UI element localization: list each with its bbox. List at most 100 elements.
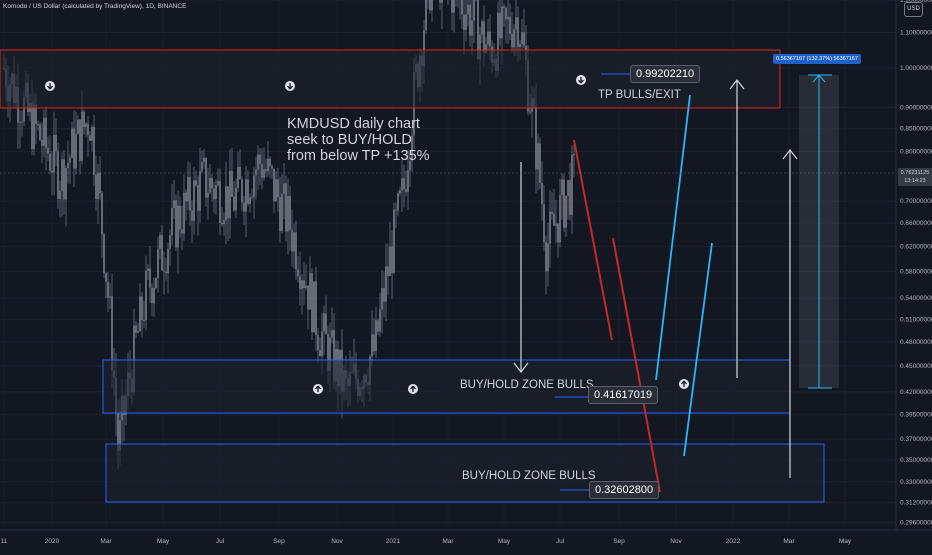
candle-body — [135, 325, 137, 333]
candle-body — [565, 195, 567, 228]
candle-body — [177, 205, 179, 248]
measure-label[interactable]: 0.56367167 (132.37%) 56367167 — [773, 54, 861, 64]
candle-body — [507, 16, 509, 20]
candle-body — [539, 143, 541, 183]
candle-body — [77, 119, 79, 134]
up-arrow-icon[interactable] — [729, 79, 745, 378]
candle-body — [35, 104, 37, 125]
candle-body — [185, 192, 187, 202]
sell-marker-icon[interactable] — [45, 81, 55, 91]
zone1-price-tag[interactable]: 0.41617019 — [588, 386, 659, 404]
candle-body — [305, 285, 307, 288]
x-tick-label: Mar — [100, 538, 112, 545]
red-trend-line[interactable] — [612, 237, 661, 493]
candle-body — [49, 154, 51, 171]
candle-body — [439, 0, 441, 3]
candle-body — [201, 161, 203, 172]
candle-body — [273, 168, 275, 202]
candle-body — [377, 320, 379, 332]
candle-body — [251, 196, 253, 198]
candle-body — [191, 210, 193, 221]
candle-body — [559, 195, 561, 243]
candle-body — [573, 154, 575, 156]
candle-body — [233, 196, 235, 211]
candle-body — [313, 281, 315, 333]
x-tick-label: Jul — [556, 538, 565, 545]
candle-body — [263, 169, 265, 178]
candle-body — [197, 185, 199, 211]
candle-body — [255, 169, 257, 176]
cyan-trend-line[interactable] — [683, 242, 713, 457]
candle-body — [547, 243, 549, 272]
buy-marker-icon[interactable] — [408, 384, 418, 394]
x-tick-label: May — [839, 538, 852, 545]
x-tick-label: Nov — [331, 538, 343, 545]
candle-body — [329, 337, 331, 371]
last-price-badge[interactable]: 0.76231125 13:14:23 — [898, 168, 932, 186]
candle-body — [243, 202, 245, 212]
candle-body — [489, 31, 491, 47]
sell-marker-icon[interactable] — [285, 81, 295, 91]
candle-body — [231, 170, 233, 197]
candle-body — [563, 179, 565, 228]
candle-body — [411, 135, 413, 161]
candle-body — [83, 111, 85, 128]
y-tick-label: 0.45000000 — [900, 363, 932, 370]
y-tick-label: 0.90000000 — [900, 104, 932, 111]
candle-body — [219, 181, 221, 224]
price-range-measure[interactable] — [799, 74, 839, 389]
candle-body — [203, 158, 205, 162]
candle-body — [73, 128, 75, 169]
candle-body — [545, 242, 547, 272]
candle-body — [465, 14, 467, 31]
candle-body — [295, 232, 297, 270]
sell-marker-icon[interactable] — [576, 75, 586, 85]
candle-body — [441, 0, 443, 3]
candle-body — [225, 186, 227, 221]
buy-zone-2-label: BUY/HOLD ZONE BULLS — [462, 470, 596, 482]
candle-body — [67, 162, 69, 168]
buy-marker-icon[interactable] — [313, 384, 323, 394]
x-tick-label: Jul — [216, 538, 225, 545]
buy-marker-icon[interactable] — [679, 379, 689, 389]
candle-body — [157, 248, 159, 278]
candle-body — [53, 135, 55, 173]
red-trend-line[interactable] — [573, 139, 613, 341]
tp-price-tag[interactable]: 0.99202210 — [630, 65, 701, 83]
candle-body — [175, 200, 177, 248]
candle-body — [469, 4, 471, 36]
down-arrow-icon[interactable] — [513, 162, 529, 373]
candle-body — [209, 178, 211, 193]
candle-body — [59, 190, 61, 200]
candle-body — [401, 178, 403, 191]
currency-badge[interactable]: USD — [904, 2, 923, 17]
candle-body — [571, 154, 573, 215]
zone2-price-tag[interactable]: 0.32602800 — [589, 481, 660, 499]
candle-body — [89, 135, 91, 141]
buy-zone-2-box[interactable] — [105, 443, 825, 503]
candle-body — [133, 325, 135, 393]
candle-body — [151, 287, 153, 304]
candle-body — [549, 211, 551, 244]
candle-body — [143, 319, 145, 321]
candle-body — [271, 166, 273, 169]
candle-body — [511, 34, 513, 48]
up-arrow-icon[interactable] — [782, 149, 798, 478]
cyan-trend-line[interactable] — [655, 94, 691, 381]
candle-body — [431, 0, 433, 11]
buy-zone-1-box[interactable] — [102, 359, 791, 414]
candle-body — [23, 96, 25, 122]
candle-body — [285, 183, 287, 232]
tp-zone-box[interactable] — [0, 49, 781, 109]
x-tick-label: Sep — [613, 538, 625, 545]
candle-body — [485, 44, 487, 53]
x-tick-label: Mar — [783, 538, 795, 545]
candle-body — [333, 330, 335, 382]
candle-body — [393, 209, 395, 273]
candle-body — [471, 20, 473, 36]
candle-body — [381, 288, 383, 310]
candle-body — [505, 7, 507, 20]
candle-body — [31, 102, 33, 150]
